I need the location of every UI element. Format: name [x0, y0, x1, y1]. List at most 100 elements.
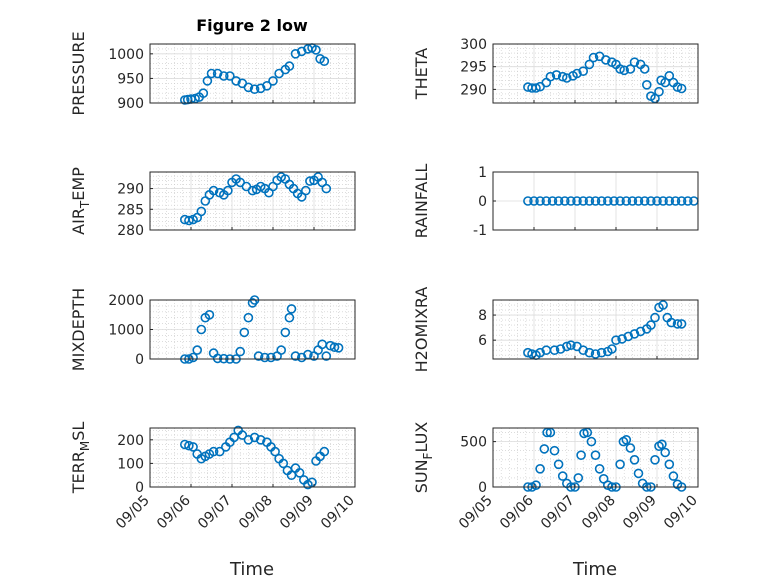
x-tick-label: 09/08 — [579, 493, 619, 533]
x-tick-label: 09/09 — [277, 493, 317, 533]
data-point — [646, 320, 656, 330]
data-point — [557, 71, 568, 82]
data-point — [255, 83, 266, 94]
data-point — [676, 83, 687, 94]
data-point — [249, 432, 260, 443]
y-axis-label: SUNFLUX — [412, 422, 435, 494]
data-point — [633, 468, 644, 479]
axes-frame — [149, 43, 356, 104]
data-point — [609, 196, 619, 206]
y-tick-label: 0 — [478, 480, 487, 496]
data-point — [639, 64, 650, 74]
data-point — [566, 340, 576, 351]
panel-mixdepth: 0 1000 2000 MIXDEPTH — [69, 288, 356, 371]
data-point — [535, 347, 545, 358]
x-tick-label: 09/08 — [236, 493, 276, 533]
data-point — [549, 445, 560, 456]
data-point — [596, 347, 607, 358]
x-tick-label: 09/10 — [318, 493, 358, 533]
data-point — [621, 196, 632, 206]
data-point — [531, 480, 541, 491]
data-point — [682, 196, 693, 206]
x-tick-label: 09/05 — [456, 493, 496, 533]
panel-rainfall: -1 0 1 RAINFALL — [412, 164, 699, 239]
data-point — [664, 71, 675, 81]
data-point — [602, 196, 613, 206]
data-point — [561, 73, 572, 83]
data-point — [596, 196, 607, 206]
data-point — [529, 196, 539, 206]
data-point — [280, 327, 291, 338]
data-point — [578, 66, 589, 76]
x-tick-label: 09/09 — [620, 493, 660, 533]
data-point — [553, 196, 564, 206]
data-point — [670, 196, 681, 206]
y-axis-label: PRESSURE — [69, 31, 88, 115]
data-point — [235, 346, 245, 357]
y-tick-label: 0 — [135, 352, 144, 368]
data-point — [196, 324, 207, 335]
data-point — [654, 86, 664, 97]
data-point — [321, 183, 332, 194]
data-point — [319, 56, 330, 67]
panel-terr-msl: 0 100 200 09/05 09/06 09/07 09/08 09/09 09/10 TER… — [69, 422, 358, 533]
y-tick-label: 900 — [117, 96, 144, 112]
data-point — [290, 351, 301, 361]
y-tick-label: 1 — [478, 165, 487, 181]
panel-sun-flux: 0 500 09/05 09/06 09/07 09/08 09/09 09/10 SUNFLU… — [412, 422, 701, 533]
data-point — [539, 444, 550, 454]
x-tick-label: 09/10 — [661, 493, 701, 533]
x-tick-label: 09/06 — [497, 492, 537, 532]
data-point — [660, 447, 671, 458]
data-point — [658, 196, 668, 206]
data-point — [290, 48, 301, 59]
data-point — [572, 196, 582, 206]
panel-h2omixra: 6 8 H2OMIXRA — [412, 287, 699, 373]
data-point — [188, 442, 198, 452]
data-point — [225, 71, 235, 81]
data-point — [545, 71, 556, 82]
y-axis-label: H2OMIXRA — [412, 287, 431, 373]
y-tick-label: 2000 — [108, 293, 144, 309]
data-point — [294, 467, 305, 478]
data-point — [268, 76, 278, 86]
data-point — [286, 304, 297, 314]
data-point — [578, 345, 589, 356]
data-point — [627, 196, 638, 206]
data-point — [629, 57, 640, 68]
figure-title: Figure 2 low — [196, 16, 308, 35]
data-point — [615, 459, 625, 470]
data-point — [600, 55, 611, 65]
data-point — [629, 329, 640, 339]
data-point — [594, 463, 605, 474]
y-tick-label: 290 — [117, 182, 144, 198]
y-axis-label: THETA — [412, 48, 431, 100]
y-tick-label: 500 — [460, 435, 487, 451]
y-tick-label: 6 — [478, 333, 487, 349]
data-point — [635, 326, 646, 337]
data-point — [255, 434, 266, 445]
data-point — [311, 45, 321, 55]
data-point — [184, 215, 194, 226]
data-point — [214, 446, 225, 457]
data-point — [284, 61, 295, 71]
data-point — [180, 439, 190, 450]
data-point — [305, 176, 315, 186]
x-axis-label-right: Time — [572, 559, 617, 580]
data-point — [208, 185, 219, 196]
data-point — [300, 185, 311, 196]
y-axis-label: MIXDEPTH — [69, 288, 88, 371]
data-point — [219, 71, 229, 81]
axes-frame — [492, 299, 699, 360]
data-point — [576, 450, 586, 461]
data-point — [607, 344, 617, 354]
y-tick-label: 0 — [478, 194, 487, 210]
data-point — [615, 64, 625, 74]
data-point — [559, 196, 570, 206]
data-point — [658, 300, 668, 310]
data-point — [664, 459, 675, 470]
data-point — [188, 352, 198, 363]
data-point — [208, 446, 219, 457]
data-point — [611, 335, 621, 346]
